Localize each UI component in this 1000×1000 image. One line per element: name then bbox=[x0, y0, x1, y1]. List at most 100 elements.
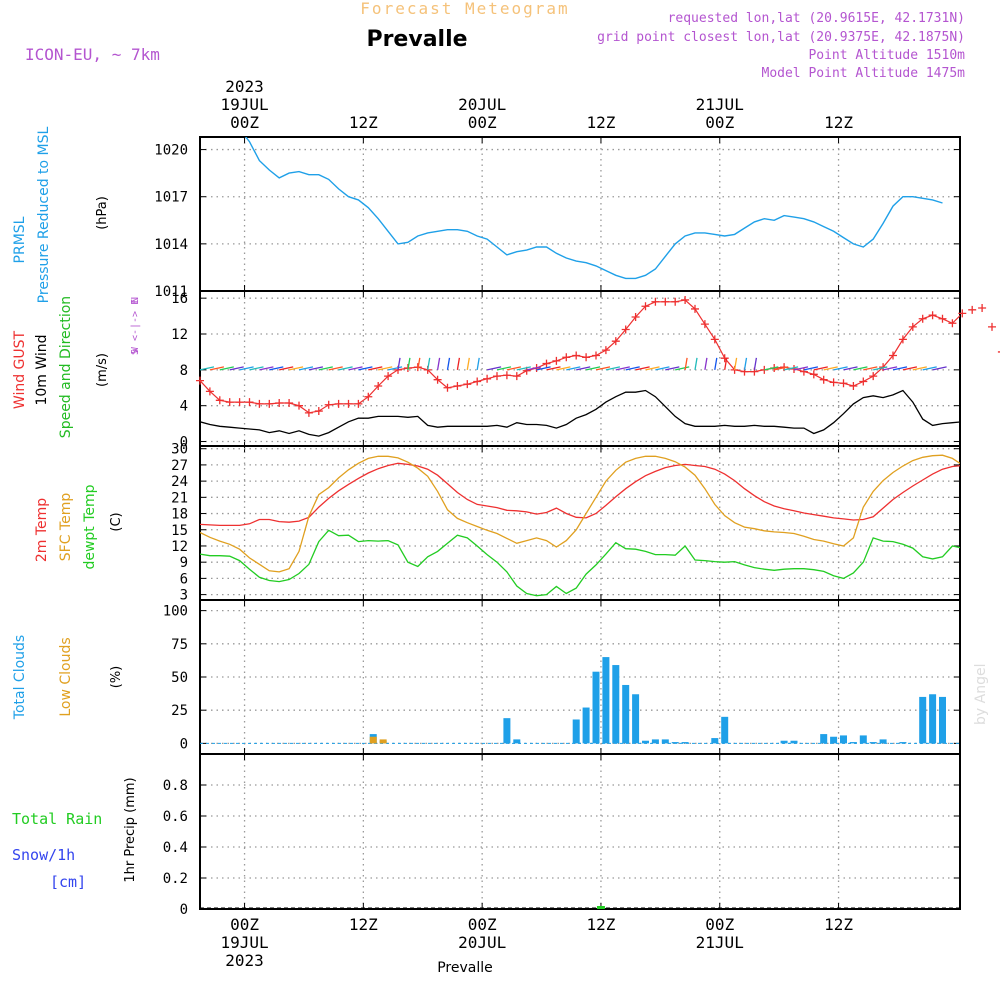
y-tick-label: 25 bbox=[171, 703, 188, 719]
temp-sfc-line bbox=[200, 454, 960, 573]
wind-direction-arrow bbox=[803, 366, 819, 371]
pressure-label-long: Pressure Reduced to MSL bbox=[36, 126, 52, 303]
y-tick-label: 1017 bbox=[154, 190, 188, 206]
wind-direction-arrow bbox=[338, 366, 353, 371]
credit-watermark: by Angel bbox=[973, 664, 989, 725]
wind-direction-arrow bbox=[783, 366, 799, 371]
wind-direction-arrow bbox=[873, 366, 888, 371]
time-label-top: 19JUL bbox=[220, 95, 268, 114]
total-cloud-bar bbox=[602, 657, 610, 744]
time-label-top: 00Z bbox=[230, 113, 259, 132]
wind-direction-arrow bbox=[358, 366, 373, 371]
y-tick-label: 75 bbox=[171, 637, 188, 653]
wind-direction-arrow bbox=[753, 357, 758, 370]
low-cloud-bar bbox=[379, 739, 387, 744]
wind-direction-arrow bbox=[853, 366, 868, 371]
wind-direction-arrow bbox=[407, 357, 411, 370]
gust-label: Wind GUST bbox=[12, 330, 28, 409]
wind-direction-arrow bbox=[645, 366, 660, 371]
gust-marker bbox=[483, 374, 492, 383]
gust-marker bbox=[869, 372, 878, 381]
wind-direction-arrow bbox=[427, 357, 431, 370]
time-label-bottom: 21JUL bbox=[696, 933, 744, 952]
requested-coords: requested lon,lat (20.9615E, 42.1731N) bbox=[668, 11, 965, 26]
wind-direction-arrow bbox=[833, 366, 848, 371]
snow-unit-label: [cm] bbox=[50, 873, 86, 891]
y-tick-label: 16 bbox=[171, 291, 188, 307]
wind-direction-arrow bbox=[526, 366, 541, 371]
total-cloud-bar bbox=[859, 735, 867, 744]
wind-direction-arrow bbox=[368, 366, 383, 371]
wind-direction-arrow bbox=[259, 366, 274, 371]
y-tick-label: 24 bbox=[171, 474, 188, 490]
gust-marker bbox=[245, 398, 254, 407]
gust-marker bbox=[235, 398, 244, 407]
time-label-bottom: 19JUL bbox=[220, 933, 268, 952]
wind-direction-arrow bbox=[764, 366, 779, 371]
y-tick-label: 0 bbox=[180, 435, 188, 451]
time-label-bottom: 20JUL bbox=[458, 933, 506, 952]
time-label-bottom: 00Z bbox=[230, 915, 259, 934]
wind-direction-arrow bbox=[585, 366, 601, 371]
gust-marker bbox=[720, 354, 729, 363]
clouds-label: Total Clouds bbox=[12, 635, 28, 720]
gust-marker bbox=[354, 399, 363, 408]
total-cloud-bar bbox=[939, 696, 946, 744]
wind-direction-arrow bbox=[199, 366, 215, 371]
wind-direction-arrow bbox=[328, 366, 343, 371]
gust-marker bbox=[255, 399, 264, 408]
gust-marker bbox=[889, 351, 897, 360]
y-tick-label: 30 bbox=[171, 442, 188, 458]
wind-direction-arrow bbox=[912, 366, 927, 371]
time-label-top: 12Z bbox=[349, 113, 378, 132]
total-cloud-bar bbox=[849, 742, 857, 744]
wind-direction-arrow bbox=[694, 357, 698, 370]
total-cloud-bar bbox=[790, 740, 798, 744]
gust-marker bbox=[334, 399, 343, 408]
wind-direction-arrow bbox=[516, 366, 531, 371]
gust-marker bbox=[314, 407, 323, 416]
y-tick-label: 6 bbox=[180, 571, 188, 587]
total-cloud-bar bbox=[612, 665, 620, 744]
gust-marker bbox=[463, 380, 472, 389]
gust-marker bbox=[285, 398, 294, 407]
panel-frame bbox=[199, 136, 961, 292]
gust-marker bbox=[384, 372, 393, 381]
y-tick-label: 18 bbox=[171, 507, 188, 523]
total-cloud-bar bbox=[869, 742, 877, 744]
total-cloud-bar bbox=[503, 718, 511, 744]
gust-marker bbox=[215, 396, 224, 405]
total-cloud-bar bbox=[681, 742, 689, 744]
wind-direction-arrow bbox=[546, 366, 561, 371]
y-tick-label: 0.6 bbox=[163, 809, 188, 825]
wind-direction-arrow bbox=[239, 366, 254, 371]
gust-marker bbox=[433, 375, 442, 384]
wind-direction-arrow bbox=[615, 366, 630, 371]
total-cloud-bar bbox=[671, 742, 679, 744]
time-label-top: 12Z bbox=[824, 113, 853, 132]
total-cloud-bar bbox=[830, 736, 838, 744]
wind-direction-arrow bbox=[378, 366, 393, 371]
wind-direction-arrow bbox=[486, 366, 502, 371]
wind-direction-arrow bbox=[733, 357, 738, 370]
time-label-bottom: 12Z bbox=[586, 915, 615, 934]
wind-direction-arrow bbox=[417, 357, 421, 370]
wind-direction-arrow bbox=[308, 366, 324, 371]
total-cloud-bar bbox=[592, 671, 600, 744]
gust-marker bbox=[631, 312, 640, 321]
gust-marker bbox=[205, 387, 214, 396]
total-cloud-bar bbox=[513, 739, 521, 744]
y-tick-label: 15 bbox=[171, 523, 188, 539]
y-tick-label: 0 bbox=[180, 736, 188, 752]
temp-unit: (C) bbox=[109, 512, 124, 531]
wind-direction-arrow bbox=[348, 366, 363, 371]
wind-direction-arrow bbox=[813, 366, 828, 371]
low-clouds-label: Low Clouds bbox=[58, 637, 74, 716]
gust-marker bbox=[374, 381, 383, 390]
snow-label: Snow/1h bbox=[12, 846, 75, 864]
y-tick-label: 1011 bbox=[154, 284, 188, 300]
rain-label: Total Rain bbox=[12, 810, 102, 828]
total-cloud-bar bbox=[622, 684, 630, 744]
gust-marker bbox=[592, 351, 600, 360]
